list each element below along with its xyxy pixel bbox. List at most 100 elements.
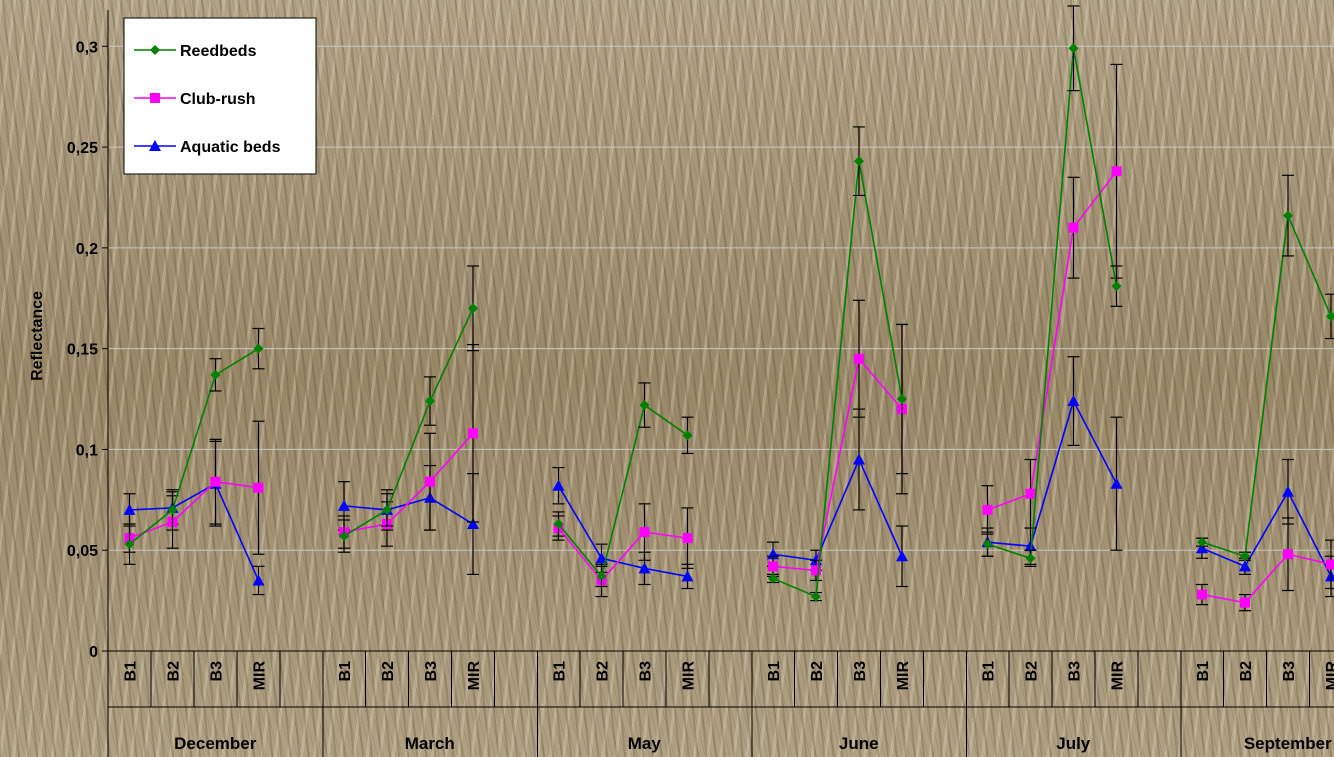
data-point <box>339 531 349 542</box>
y-axis-title: Reflectance <box>29 291 46 381</box>
band-label: B2 <box>809 661 826 682</box>
data-point <box>896 550 908 562</box>
data-point <box>123 503 136 515</box>
band-label: MIR <box>1324 661 1334 691</box>
band-label: MIR <box>681 661 698 691</box>
series-line <box>557 485 688 578</box>
legend-label: Aquatic beds <box>180 139 281 156</box>
month-label: December <box>174 734 257 753</box>
legend-label: Reedbeds <box>180 43 257 60</box>
series-line <box>1201 490 1332 577</box>
data-point <box>1283 549 1293 560</box>
band-label: B2 <box>595 661 612 682</box>
data-point <box>768 561 778 572</box>
data-point <box>639 400 650 411</box>
data-point <box>1196 542 1208 554</box>
band-label: B2 <box>166 661 183 682</box>
data-point <box>1068 222 1079 233</box>
data-point <box>468 428 478 439</box>
data-point <box>210 369 221 380</box>
data-point <box>1240 551 1250 562</box>
data-point <box>768 573 778 584</box>
data-point <box>1239 560 1251 572</box>
x-axis: B1 B2 B3 MIR December B1 B2 B3 MIR March B1 B2 B3 MIR… <box>108 650 1334 757</box>
band-label: B1 <box>981 661 998 682</box>
data-point <box>210 476 221 487</box>
series-line <box>1201 553 1332 604</box>
legend-item: Club-rush <box>134 91 256 108</box>
band-label: MIR <box>895 661 912 691</box>
legend-item: Aquatic beds <box>134 139 281 156</box>
data-point <box>595 552 608 564</box>
month-label: September <box>1244 734 1332 753</box>
band-label: B3 <box>423 661 440 682</box>
series-line <box>343 432 474 533</box>
data-point <box>1025 553 1036 564</box>
band-label: B2 <box>380 661 397 682</box>
legend-marker <box>150 93 160 103</box>
y-axis: 0 0,05 0,1 0,15 0,2 0,25 0,3 <box>67 10 109 757</box>
band-label: B3 <box>1281 661 1298 682</box>
data-point <box>425 396 435 407</box>
data-point <box>982 539 993 550</box>
band-label: B3 <box>852 661 869 682</box>
data-point <box>467 518 479 530</box>
data-point <box>338 499 350 511</box>
series-line <box>129 482 260 581</box>
y-tick-label: 0 <box>89 644 98 661</box>
series-line <box>557 527 688 582</box>
series-line <box>129 347 259 545</box>
series-line <box>1201 212 1332 558</box>
data-point <box>1067 395 1080 407</box>
month-label: July <box>1056 734 1091 753</box>
data-point <box>1111 166 1122 177</box>
data-point <box>638 562 651 574</box>
series-line <box>129 480 259 539</box>
band-label: B3 <box>209 661 226 682</box>
data-point <box>253 482 264 493</box>
data-point <box>1326 559 1334 570</box>
data-point <box>167 504 178 515</box>
data-point <box>853 453 865 465</box>
band-label: B2 <box>1024 661 1041 682</box>
data-point <box>1110 477 1123 489</box>
data-point <box>382 504 392 515</box>
data-point <box>1024 540 1037 552</box>
data-point <box>253 343 264 354</box>
band-label: B3 <box>638 661 655 682</box>
data-point <box>639 527 650 538</box>
data-point <box>681 570 694 582</box>
data-point <box>468 303 478 314</box>
band-label: MIR <box>466 661 483 691</box>
month-label: June <box>839 734 879 753</box>
y-tick-label: 0,05 <box>67 543 98 560</box>
legend: Reedbeds Club-rush Aquatic beds <box>123 17 317 175</box>
data-point <box>1240 597 1250 608</box>
data-point <box>811 565 821 576</box>
band-label: B1 <box>766 661 783 682</box>
data-point <box>1283 210 1293 221</box>
y-tick-label: 0,25 <box>67 140 98 157</box>
band-label: B1 <box>123 661 140 682</box>
data-point <box>252 574 265 586</box>
data-point <box>682 533 693 544</box>
month-label: March <box>405 734 455 753</box>
series-layer <box>123 5 1334 612</box>
data-point <box>124 539 135 550</box>
data-point <box>1197 589 1207 600</box>
data-point <box>1282 485 1294 497</box>
data-point <box>425 476 435 487</box>
data-point <box>982 504 993 515</box>
band-label: B1 <box>552 661 569 682</box>
series-line <box>987 398 1118 548</box>
legend-item: Reedbeds <box>134 43 257 60</box>
band-label: MIR <box>252 661 269 691</box>
band-label: B3 <box>1067 661 1084 682</box>
data-point <box>1325 570 1334 582</box>
legend-marker <box>149 140 161 151</box>
band-label: MIR <box>1110 661 1127 691</box>
data-point <box>1197 537 1207 548</box>
legend-label: Club-rush <box>180 91 256 108</box>
data-point <box>811 591 821 602</box>
